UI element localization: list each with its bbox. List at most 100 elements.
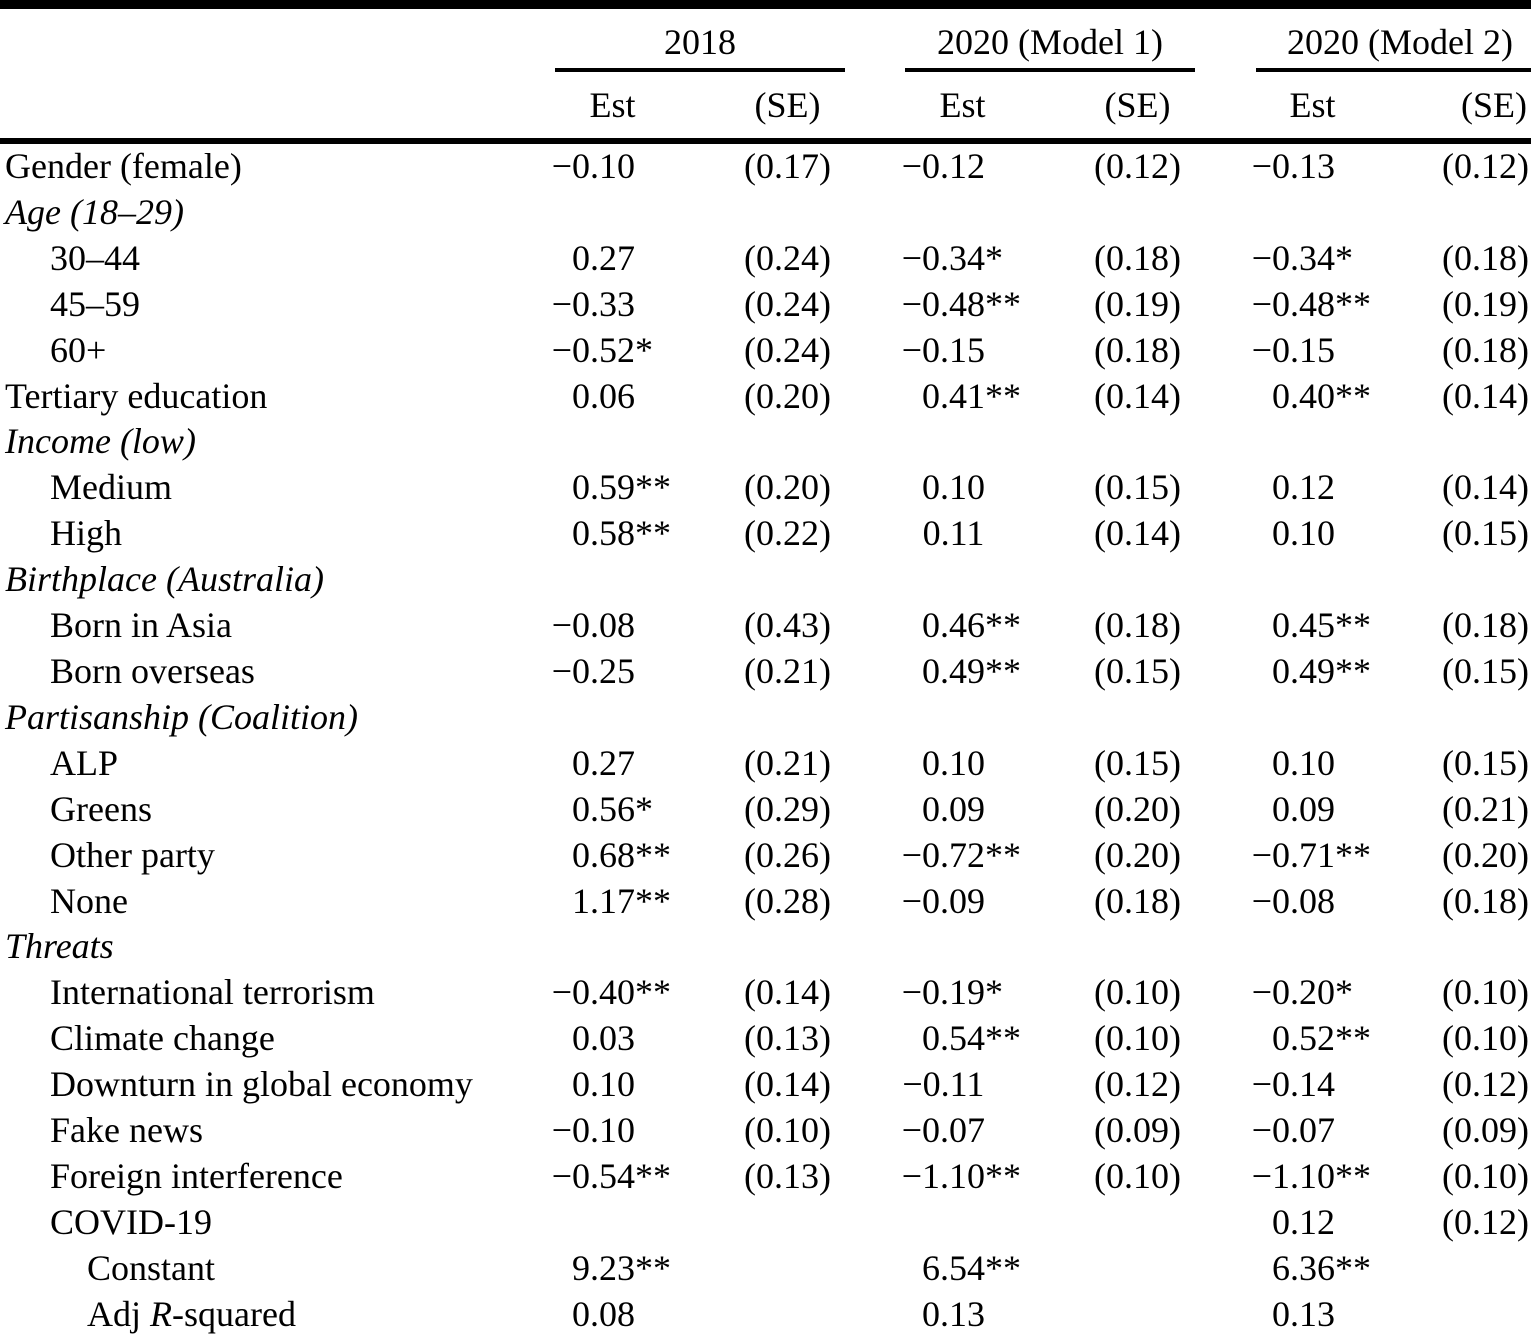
se-cell: (0.10) bbox=[1094, 972, 1181, 1013]
estimate-sign: − bbox=[901, 834, 922, 875]
estimate-cell: −0.34* bbox=[875, 236, 1050, 282]
table-row: Gender (female) −0.10 (0.17) −0.12 (0.12) −0.… bbox=[0, 141, 1531, 190]
estimate-number: 0.10 bbox=[922, 467, 985, 508]
estimate-cell: −0.07 bbox=[1225, 1108, 1400, 1154]
estimate-number: 0.59 bbox=[572, 467, 635, 508]
estimate-value: −0.40** bbox=[550, 970, 675, 1016]
estimate-cell: 0.49** bbox=[875, 649, 1050, 695]
estimate-number: 0.52 bbox=[1272, 1018, 1335, 1059]
se-cell: (0.15) bbox=[1442, 742, 1529, 783]
estimate-value: 0.59** bbox=[550, 465, 675, 511]
estimate-cell: −0.34* bbox=[1225, 236, 1400, 282]
estimate-sign: − bbox=[551, 146, 572, 186]
estimate-cell: 0.09 bbox=[875, 787, 1050, 833]
estimate-cell: 0.49** bbox=[1225, 649, 1400, 695]
estimate-sign: − bbox=[1251, 146, 1272, 186]
se-cell: (0.21) bbox=[744, 742, 831, 783]
estimate-cell: −0.52* bbox=[525, 328, 700, 374]
row-label: Greens bbox=[0, 787, 525, 833]
estimate-number: 0.10 bbox=[572, 1110, 635, 1151]
estimate-number: 0.49 bbox=[922, 650, 985, 691]
estimate-cell: 0.45** bbox=[1225, 603, 1400, 649]
row-label-text: Birthplace (Australia) bbox=[5, 559, 324, 600]
row-label-text: Climate change bbox=[50, 1018, 275, 1059]
estimate-cell bbox=[1225, 419, 1400, 465]
table-row: Tertiary education 0.06 (0.20) 0.41** (0.14)… bbox=[0, 374, 1531, 420]
significance-stars: ** bbox=[1335, 1155, 1371, 1196]
significance-stars: ** bbox=[1335, 834, 1371, 875]
group-header-row: 2018 2020 (Model 1) 2020 (Model 2) bbox=[0, 5, 1531, 72]
significance-stars: ** bbox=[1335, 283, 1371, 324]
estimate-number: 0.09 bbox=[1272, 788, 1335, 829]
se-cell bbox=[700, 924, 875, 970]
estimate-cell: 0.41** bbox=[875, 374, 1050, 420]
table-row: Partisanship (Coalition) bbox=[0, 695, 1531, 741]
se-cell: (0.18) bbox=[1094, 605, 1181, 646]
estimate-sign: − bbox=[901, 329, 922, 370]
significance-stars: * bbox=[985, 237, 1003, 278]
estimate-sign: − bbox=[901, 1110, 922, 1151]
estimate-number: 0.10 bbox=[572, 1064, 635, 1105]
estimate-cell: 0.09 bbox=[1225, 787, 1400, 833]
estimate-value: −0.13 bbox=[1250, 144, 1375, 190]
significance-stars: ** bbox=[635, 880, 671, 921]
estimate-cell: 0.12 bbox=[1225, 1200, 1400, 1246]
table-row: Foreign interference −0.54** (0.13) −1.10**… bbox=[0, 1154, 1531, 1200]
significance-stars: * bbox=[635, 329, 653, 370]
estimate-number: 0.54 bbox=[572, 1155, 635, 1196]
row-label: ALP bbox=[0, 741, 525, 787]
estimate-number: 0.07 bbox=[1272, 1110, 1335, 1151]
est-header-model2: Est bbox=[1225, 72, 1400, 144]
estimate-value: 0.09 bbox=[1250, 787, 1375, 833]
estimate-value: 0.45** bbox=[1250, 603, 1375, 649]
estimate-cell: −0.12 bbox=[875, 141, 1050, 190]
estimate-cell: −0.13 bbox=[1225, 141, 1400, 190]
estimate-cell: −0.08 bbox=[525, 603, 700, 649]
estimate-cell bbox=[875, 190, 1050, 236]
estimate-cell: 6.36** bbox=[1225, 1246, 1400, 1292]
est-header-2018: Est bbox=[525, 72, 700, 144]
se-cell: (0.17) bbox=[744, 146, 831, 186]
row-label-text: Gender (female) bbox=[5, 146, 242, 186]
estimate-cell bbox=[875, 695, 1050, 741]
estimate-number: 0.10 bbox=[922, 742, 985, 783]
estimate-number: 0.71 bbox=[1272, 834, 1335, 875]
row-label-text: Foreign interference bbox=[50, 1155, 343, 1196]
se-cell: (0.26) bbox=[744, 834, 831, 875]
estimate-cell: 0.68** bbox=[525, 833, 700, 879]
estimate-value: −0.48** bbox=[900, 282, 1025, 328]
se-cell bbox=[1400, 924, 1531, 970]
significance-stars: * bbox=[1335, 972, 1353, 1013]
se-cell bbox=[1400, 1292, 1531, 1338]
se-cell: (0.15) bbox=[1094, 742, 1181, 783]
se-cell bbox=[1050, 557, 1225, 603]
estimate-number: 0.34 bbox=[922, 237, 985, 278]
se-cell: (0.14) bbox=[1442, 467, 1529, 508]
significance-stars: ** bbox=[635, 467, 671, 508]
estimate-number: 6.36 bbox=[1272, 1247, 1335, 1288]
table-row: Medium 0.59** (0.20) 0.10 (0.15) 0.12 (0.14) bbox=[0, 465, 1531, 511]
group-header-2020-model1: 2020 (Model 1) bbox=[875, 5, 1225, 72]
row-label: Income (low) bbox=[0, 419, 525, 465]
estimate-cell: 0.12 bbox=[1225, 465, 1400, 511]
estimate-cell: 9.23** bbox=[525, 1246, 700, 1292]
estimate-cell: 0.10 bbox=[1225, 741, 1400, 787]
estimate-value: −0.19* bbox=[900, 970, 1025, 1016]
estimate-number: 0.15 bbox=[1272, 329, 1335, 370]
estimate-sign: − bbox=[1251, 972, 1272, 1013]
row-label-text: -squared bbox=[172, 1293, 296, 1334]
row-label-text: R bbox=[150, 1293, 172, 1334]
group-rule bbox=[905, 68, 1195, 72]
table-row: None 1.17** (0.28) −0.09 (0.18) −0.08 (0.18) bbox=[0, 879, 1531, 925]
table-row: 30–44 0.27 (0.24) −0.34* (0.18) −0.34* (0.18) bbox=[0, 236, 1531, 282]
group-label-2020-model2: 2020 (Model 2) bbox=[1287, 22, 1513, 62]
significance-stars: ** bbox=[1335, 375, 1371, 416]
estimate-value: −0.54** bbox=[550, 1154, 675, 1200]
estimate-cell: 0.54** bbox=[875, 1016, 1050, 1062]
estimate-cell: −0.07 bbox=[875, 1108, 1050, 1154]
estimate-sign: − bbox=[901, 972, 922, 1013]
se-header-model2: (SE) bbox=[1400, 72, 1531, 144]
se-cell: (0.14) bbox=[744, 1064, 831, 1105]
estimate-number: 0.10 bbox=[572, 146, 635, 186]
group-header-2018: 2018 bbox=[525, 5, 875, 72]
